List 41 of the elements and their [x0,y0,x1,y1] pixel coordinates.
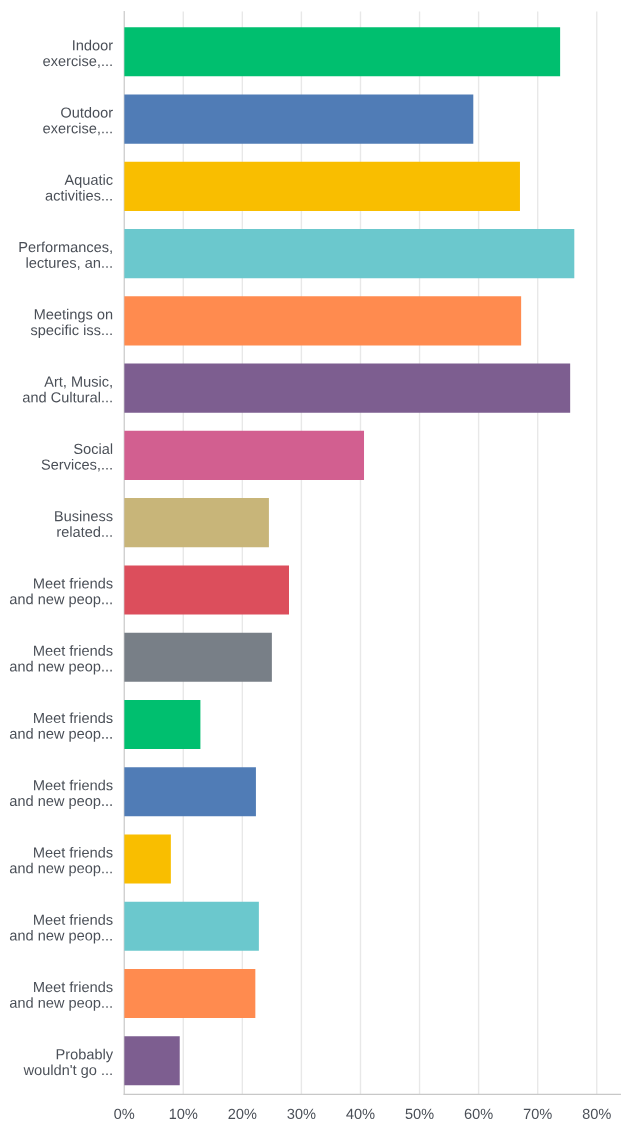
y-tick-label: Business related... [55,510,113,538]
bar [124,94,474,144]
x-tick-label: 40% [346,1108,375,1120]
bar [124,901,259,951]
y-tick-label: Probably wouldn't go ... [23,1048,114,1079]
bar [124,229,575,279]
bar [124,565,289,615]
bar [124,296,522,346]
x-tick-label: 70% [523,1108,552,1120]
y-tick-label: Meet friends and new peop... [9,577,113,608]
x-tick-label: 20% [228,1108,257,1120]
y-tick-label: Indoor exercise,... [43,39,113,68]
bar [124,498,269,548]
x-tick-label: 60% [464,1108,493,1120]
bar [124,699,201,750]
y-tick-label: Aquatic activities... [45,174,113,201]
y-tick-label: Meet friends and new peop... [9,779,113,809]
x-tick-label: 10% [169,1108,198,1120]
bar [124,1036,180,1086]
x-tick-label: 30% [287,1108,316,1120]
bar [124,632,272,682]
bar [124,834,171,884]
y-tick-label: Performances, lectures, an... [19,241,112,270]
y-tick-label: Meet friends and new peop... [9,981,113,1011]
x-tick-label: 80% [582,1108,611,1120]
y-tick-label: Meetings on specific iss... [30,308,113,339]
bar [124,430,365,480]
y-tick-label: Outdoor exercise,... [43,107,113,136]
bar [124,161,520,211]
bar [124,968,256,1019]
bar [124,767,256,817]
y-tick-label: Art, Music, and Cultural... [22,376,112,403]
y-tick-label: Meet friends and new peop... [9,914,113,944]
x-tick-label: 50% [405,1108,434,1120]
x-tick-label: 0% [114,1108,135,1120]
y-tick-label: Meet friends and new peop... [9,712,113,742]
y-tick-label: Social Services,... [41,443,113,472]
y-tick-label: Meet friends and new peop... [9,645,113,675]
bar [124,363,571,413]
bar [124,27,561,77]
y-tick-label: Meet friends and new peop... [9,846,113,877]
